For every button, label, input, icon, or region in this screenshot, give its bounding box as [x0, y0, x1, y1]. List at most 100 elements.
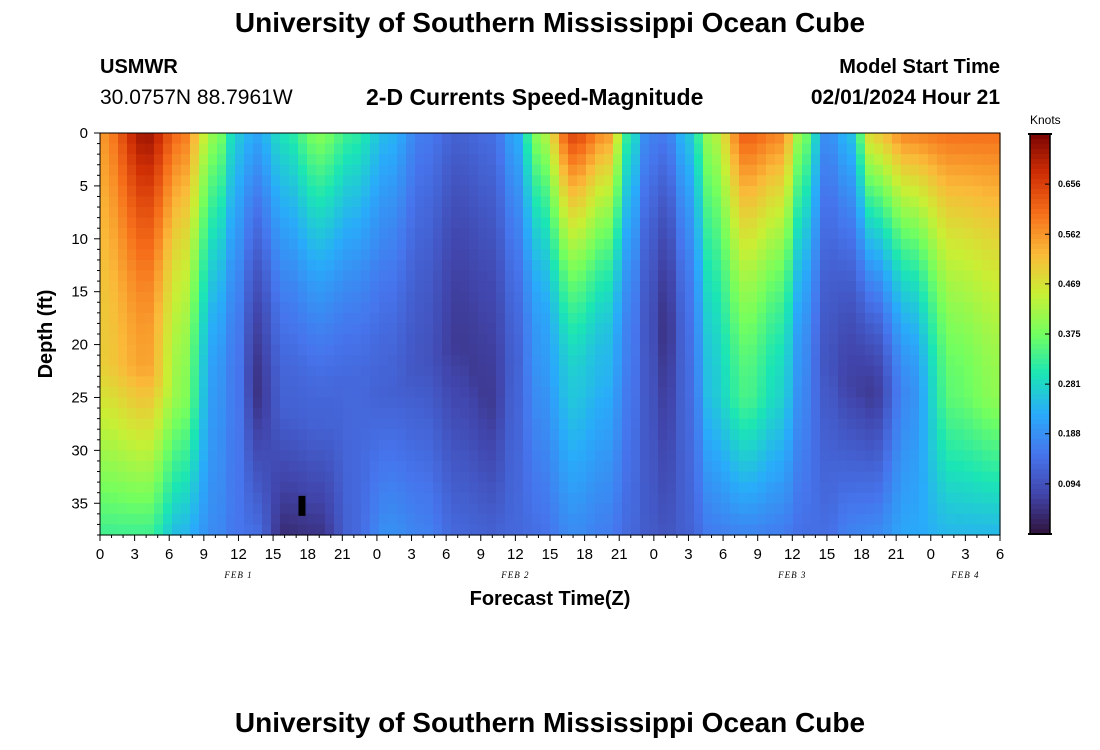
heatmap-cell [676, 217, 686, 229]
heatmap-cell [433, 344, 443, 356]
heatmap-cell [262, 503, 272, 515]
heatmap-cell [550, 460, 560, 473]
heatmap-cell [172, 154, 182, 166]
heatmap-cell [253, 207, 263, 219]
heatmap-cell [550, 259, 560, 272]
heatmap-cell [217, 228, 227, 240]
heatmap-cell [172, 164, 182, 176]
heatmap-cell [460, 164, 470, 176]
heatmap-cell [919, 376, 929, 388]
heatmap-cell [622, 238, 632, 250]
heatmap-cell [964, 503, 974, 515]
heatmap-cell [541, 482, 551, 494]
heatmap-cell [820, 344, 830, 356]
heatmap-cell [622, 355, 632, 367]
heatmap-cell [559, 334, 569, 346]
heatmap-cell [163, 207, 173, 219]
heatmap-cell [172, 471, 182, 483]
heatmap-cell [433, 154, 443, 166]
heatmap-cell [613, 471, 623, 483]
heatmap-cell [172, 365, 182, 377]
heatmap-cell [307, 492, 317, 504]
heatmap-cell [208, 217, 218, 229]
heatmap-cell [334, 312, 344, 325]
heatmap-cell [271, 439, 281, 451]
heatmap-cell [757, 281, 767, 293]
heatmap-cell [910, 418, 920, 430]
heatmap-cell [910, 344, 920, 356]
heatmap-cell [955, 196, 965, 208]
heatmap-cell [343, 312, 353, 325]
heatmap-cell [613, 376, 623, 388]
heatmap-cell [262, 408, 272, 420]
heatmap-cell [658, 524, 668, 536]
heatmap-cell [586, 154, 596, 166]
heatmap-cell [325, 503, 335, 515]
heatmap-cell [991, 185, 1001, 198]
heatmap-cell [469, 386, 479, 399]
heatmap-cell [226, 460, 236, 473]
heatmap-cell [388, 450, 398, 462]
heatmap-cell [856, 471, 866, 483]
heatmap-cell [937, 418, 947, 430]
heatmap-cell [433, 503, 443, 515]
heatmap-cell [460, 323, 470, 335]
heatmap-cell [712, 207, 722, 219]
heatmap-cell [523, 143, 533, 155]
heatmap-cell [361, 418, 371, 430]
heatmap-cell [487, 270, 497, 282]
heatmap-cell [343, 492, 353, 504]
heatmap-cell [325, 302, 335, 314]
heatmap-cell [757, 207, 767, 219]
colorbar-segment [1030, 324, 1050, 330]
heatmap-cell [955, 207, 965, 219]
heatmap-cell [424, 164, 434, 176]
heatmap-cell [226, 418, 236, 430]
heatmap-cell [937, 503, 947, 515]
heatmap-cell [946, 228, 956, 240]
heatmap-cell [424, 471, 434, 483]
heatmap-cell [874, 196, 884, 208]
heatmap-cell [217, 376, 227, 388]
heatmap-cell [181, 291, 191, 303]
heatmap-cell [406, 365, 416, 377]
heatmap-cell [433, 365, 443, 377]
heatmap-cell [550, 376, 560, 388]
heatmap-cell [451, 524, 461, 536]
heatmap-cell [829, 492, 839, 504]
heatmap-cell [370, 291, 380, 303]
heatmap-cell [442, 334, 452, 346]
heatmap-cell [748, 154, 758, 166]
heatmap-cell [649, 228, 659, 240]
heatmap-cell [586, 408, 596, 420]
heatmap-cell [424, 418, 434, 430]
heatmap-cell [892, 482, 902, 494]
heatmap-cell [172, 249, 182, 261]
heatmap-cell [181, 439, 191, 451]
heatmap-cell [784, 291, 794, 303]
heatmap-cell [199, 238, 209, 250]
heatmap-cell [442, 471, 452, 483]
heatmap-cell [100, 164, 110, 176]
heatmap-cell [694, 207, 704, 219]
heatmap-cell [244, 207, 254, 219]
heatmap-cell [892, 291, 902, 303]
heatmap-cell [271, 207, 281, 219]
heatmap-cell [217, 207, 227, 219]
heatmap-cell [712, 133, 722, 145]
heatmap-cell [811, 143, 821, 155]
heatmap-cell [478, 196, 488, 208]
heatmap-cell [199, 334, 209, 346]
heatmap-cell [181, 482, 191, 494]
heatmap-cell [766, 482, 776, 494]
heatmap-cell [397, 249, 407, 261]
heatmap-cell [262, 386, 272, 399]
heatmap-cell [694, 439, 704, 451]
heatmap-cell [856, 503, 866, 515]
colorbar-tick-label: 0.375 [1058, 329, 1081, 339]
heatmap-cell [361, 376, 371, 388]
heatmap-cell [388, 386, 398, 399]
heatmap-cell [136, 228, 146, 240]
heatmap-cell [217, 450, 227, 462]
heatmap-cell [253, 503, 263, 515]
